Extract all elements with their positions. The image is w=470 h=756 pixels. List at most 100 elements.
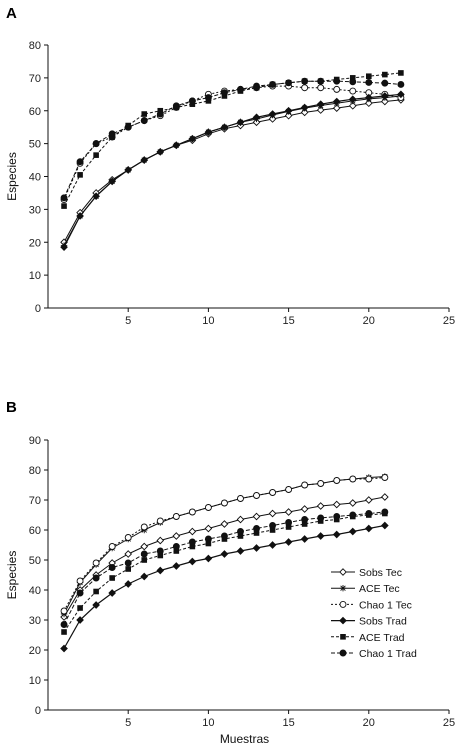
data-point	[237, 528, 244, 535]
x-tick-label: 10	[202, 315, 214, 327]
data-point	[61, 629, 67, 635]
y-tick-label: 80	[29, 40, 41, 52]
legend-label: ACE Trad	[359, 632, 405, 644]
data-point	[108, 130, 116, 138]
x-tick-label: 20	[363, 717, 375, 729]
y-axis-title: Especies	[5, 551, 19, 600]
data-point	[61, 203, 67, 209]
panel-label-a: A	[6, 5, 17, 22]
data-point	[141, 557, 148, 563]
series-line	[63, 99, 401, 243]
panel-b: 0 10 20 30 40 50 60 70 80 90 5 10 15 20 25 Especies Mues…	[5, 435, 455, 746]
legend-marker	[339, 649, 347, 657]
data-point	[237, 85, 244, 93]
data-point	[364, 99, 373, 108]
x-axis-title: Muestras	[220, 732, 269, 746]
data-point	[268, 115, 277, 123]
data-point	[92, 192, 100, 201]
series-line	[63, 85, 402, 200]
legend-marker	[339, 585, 347, 592]
data-point	[397, 80, 405, 88]
data-point	[236, 118, 245, 127]
data-point	[156, 536, 165, 545]
data-point	[76, 616, 84, 624]
y-tick-label: 40	[29, 172, 41, 184]
data-point	[365, 510, 373, 517]
data-point	[188, 97, 196, 105]
data-point	[317, 84, 325, 92]
series-sobs-trad	[60, 90, 405, 252]
data-point	[92, 140, 100, 148]
data-point	[124, 580, 133, 588]
y-tick-label: 60	[29, 106, 41, 118]
data-point	[364, 496, 373, 504]
data-point	[140, 156, 149, 164]
data-point	[269, 522, 277, 529]
y-tick-label: 40	[29, 585, 41, 597]
data-point	[204, 535, 212, 543]
legend-item: ACE Trad	[331, 632, 405, 644]
data-point	[301, 84, 309, 92]
y-tick-label: 90	[29, 435, 41, 447]
plots-group: 0 10 20 30 40 50 60 70 80 5 10 15 20 25 Especies 0 10 20 3…	[5, 40, 455, 746]
series-line	[63, 93, 401, 248]
data-point	[140, 572, 149, 581]
data-point	[236, 547, 245, 555]
data-point	[124, 550, 133, 558]
data-point	[252, 544, 261, 552]
y-tick-label: 70	[29, 73, 41, 85]
data-point	[156, 517, 164, 525]
data-point	[204, 554, 213, 563]
data-point	[108, 564, 116, 571]
data-point	[316, 106, 325, 114]
data-point	[60, 243, 68, 252]
data-point	[92, 601, 100, 609]
data-point	[333, 477, 341, 484]
data-point	[220, 123, 229, 132]
y-tick-label: 30	[29, 204, 41, 216]
data-point	[252, 512, 261, 521]
y-tick-label: 20	[29, 237, 41, 249]
data-point	[349, 87, 357, 95]
series-chao1-trad	[60, 77, 405, 202]
x-tick-label: 5	[125, 717, 131, 729]
data-point	[156, 110, 164, 118]
data-point	[140, 117, 148, 125]
series-sobs-trad	[60, 521, 389, 653]
data-point	[381, 493, 389, 501]
data-point	[172, 532, 181, 540]
data-point	[300, 505, 309, 513]
data-point	[317, 514, 325, 522]
legend-item: Chao 1 Trad	[331, 648, 417, 660]
data-point	[76, 212, 84, 220]
data-point	[108, 177, 116, 186]
data-point	[77, 172, 83, 178]
data-point	[349, 75, 356, 81]
data-point	[92, 574, 100, 582]
data-point	[381, 521, 389, 530]
data-point	[349, 511, 357, 519]
legend-item: ACE Tec	[331, 583, 400, 595]
y-axis-title: Especies	[5, 152, 19, 201]
data-point	[382, 71, 388, 78]
data-point	[188, 134, 197, 143]
data-point	[188, 538, 196, 546]
data-point	[332, 530, 341, 539]
data-point	[172, 562, 181, 570]
panel-a: 0 10 20 30 40 50 60 70 80 5 10 15 20 25 Especies	[5, 40, 455, 327]
data-point	[332, 500, 341, 509]
legend-marker	[339, 568, 347, 576]
y-tick-label: 10	[29, 675, 41, 687]
data-point	[220, 89, 228, 97]
data-point	[93, 152, 99, 158]
data-point	[124, 559, 132, 567]
y-tick-label: 50	[29, 555, 41, 567]
data-point	[204, 504, 212, 511]
data-point	[300, 103, 309, 112]
data-point	[60, 644, 68, 653]
y-tick-label: 0	[35, 303, 41, 315]
data-point	[140, 550, 148, 558]
data-point	[93, 588, 99, 595]
legend-label: Chao 1 Trad	[359, 648, 417, 660]
